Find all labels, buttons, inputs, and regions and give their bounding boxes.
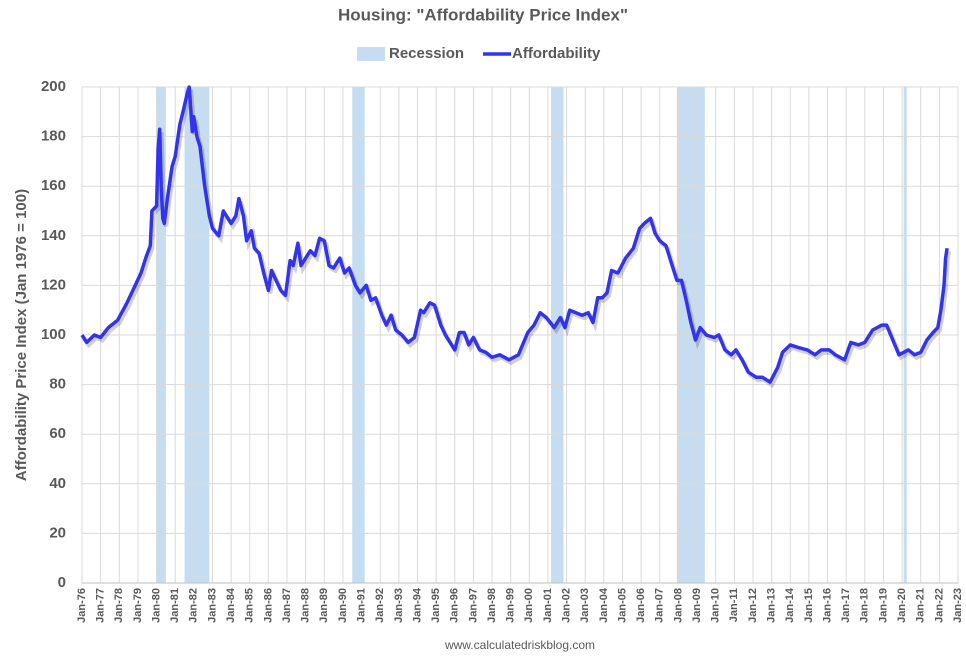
x-tick-label: Jan-07: [654, 588, 666, 623]
x-tick-label: Jan-15: [803, 588, 815, 623]
y-axis-label: Affordability Price Index (Jan 1976 = 10…: [13, 189, 30, 481]
x-tick-label: Jan-77: [95, 588, 107, 623]
y-tick-label: 160: [41, 177, 66, 194]
x-tick-label: Jan-79: [132, 588, 144, 623]
legend-swatch: [357, 47, 385, 61]
x-tick-label: Jan-76: [76, 588, 88, 623]
x-tick-label: Jan-97: [467, 588, 479, 623]
x-tick-label: Jan-82: [188, 588, 200, 623]
x-tick-label: Jan-16: [821, 588, 833, 623]
x-tick-label: Jan-88: [300, 588, 312, 623]
source: www.calculatedriskblog.com: [444, 638, 595, 652]
x-tick-label: Jan-85: [244, 588, 256, 623]
x-tick-label: Jan-11: [728, 588, 740, 622]
legend-label: Affordability: [512, 45, 601, 62]
x-tick-label: Jan-92: [374, 588, 386, 623]
x-tick-label: Jan-86: [262, 588, 274, 623]
x-tick-label: Jan-91: [355, 588, 367, 623]
y-tick-label: 200: [41, 78, 66, 95]
x-tick-label: Jan-78: [113, 588, 125, 623]
x-tick-label: Jan-04: [598, 587, 610, 623]
x-tick-label: Jan-09: [691, 588, 703, 623]
y-tick-label: 100: [41, 326, 66, 343]
x-tick-label: Jan-99: [505, 588, 517, 623]
x-tick-label: Jan-18: [859, 588, 871, 623]
x-tick-label: Jan-94: [411, 587, 423, 623]
y-tick-label: 180: [41, 128, 66, 145]
x-tick-label: Jan-98: [486, 588, 498, 623]
x-tick-label: Jan-17: [840, 588, 852, 623]
y-tick-label: 60: [49, 425, 66, 442]
x-tick-label: Jan-84: [225, 587, 237, 623]
x-tick-label: Jan-83: [206, 588, 218, 623]
chart-title: Housing: "Affordability Price Index": [338, 5, 628, 24]
x-tick-label: Jan-03: [579, 588, 591, 623]
x-tick-label: Jan-14: [784, 587, 796, 623]
line-shadow: [82, 89, 952, 388]
x-tick-label: Jan-90: [337, 588, 349, 623]
series-line: [80, 85, 949, 384]
x-tick-label: Jan-80: [150, 588, 162, 623]
x-tick-label: Jan-96: [449, 588, 461, 623]
x-tick-label: Jan-02: [561, 588, 573, 623]
x-tick-label: Jan-23: [952, 588, 964, 623]
x-tick-label: Jan-12: [747, 588, 759, 623]
x-tick-label: Jan-93: [393, 588, 405, 623]
x-tick-label: Jan-00: [523, 588, 535, 623]
x-tick-label: Jan-10: [710, 588, 722, 623]
x-tick-label: Jan-21: [915, 588, 927, 623]
x-tick-label: Jan-01: [542, 588, 554, 623]
y-tick-label: 140: [41, 227, 66, 244]
y-tick-label: 80: [49, 376, 66, 393]
x-tick-label: Jan-06: [635, 588, 647, 623]
y-tick-label: 0: [58, 574, 66, 591]
x-tick-label: Jan-22: [933, 588, 945, 623]
y-tick-label: 20: [49, 524, 66, 541]
x-tick-label: Jan-05: [616, 588, 628, 623]
y-tick-label: 40: [49, 475, 66, 492]
x-tick-label: Jan-95: [430, 588, 442, 623]
legend-label: Recession: [389, 45, 464, 62]
y-tick-label: 120: [41, 276, 66, 293]
x-tick-label: Jan-19: [877, 588, 889, 623]
x-tick-label: Jan-87: [281, 588, 293, 623]
x-tick-label: Jan-20: [896, 588, 908, 623]
x-tick-label: Jan-08: [672, 588, 684, 623]
x-tick-label: Jan-81: [169, 588, 181, 623]
x-tick-label: Jan-13: [766, 588, 778, 623]
x-tick-label: Jan-89: [318, 588, 330, 623]
